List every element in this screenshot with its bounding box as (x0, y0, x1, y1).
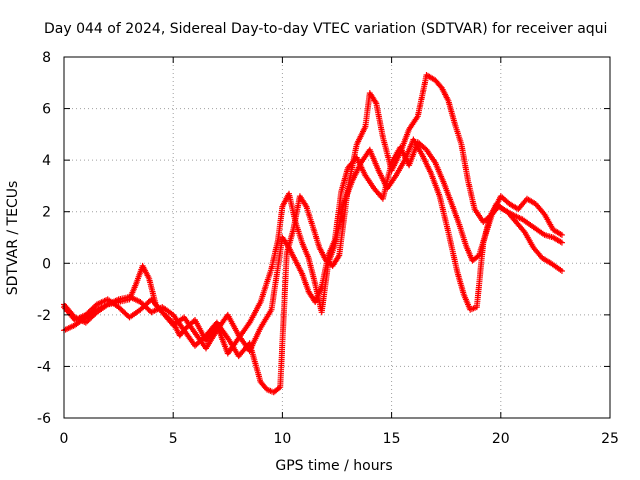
x-tick-label: 20 (492, 431, 510, 447)
data-series (61, 72, 565, 396)
series-markers (61, 139, 565, 354)
chart-title: Day 044 of 2024, Sidereal Day-to-day VTE… (44, 21, 607, 37)
y-tick-label: 6 (42, 102, 51, 118)
y-tick-label: -2 (37, 308, 51, 324)
series-markers (61, 72, 565, 396)
x-axis-label: GPS time / hours (275, 458, 392, 474)
y-tick-label: 4 (42, 153, 51, 169)
y-axis-label: SDTVAR / TECUs (5, 181, 21, 296)
y-tick-label: 8 (42, 50, 51, 66)
x-tick-label: 25 (601, 431, 619, 447)
x-tick-label: 15 (383, 431, 401, 447)
y-tick-label: 2 (42, 205, 51, 221)
series-track-3 (61, 139, 565, 354)
x-tick-label: 0 (60, 431, 69, 447)
series-track-1 (61, 136, 565, 357)
y-tick-label: -6 (37, 411, 51, 427)
x-tick-label: 5 (169, 431, 178, 447)
x-tick-label: 10 (273, 431, 291, 447)
y-tick-label: 0 (42, 256, 51, 272)
series-markers (61, 136, 565, 357)
plot-frame (63, 56, 611, 419)
y-tick-label: -4 (37, 359, 51, 375)
series-track-2 (61, 72, 565, 396)
axis-ticks: 0 5 10 15 20 25 -6 -4 -2 0 2 4 6 8 (37, 50, 619, 447)
